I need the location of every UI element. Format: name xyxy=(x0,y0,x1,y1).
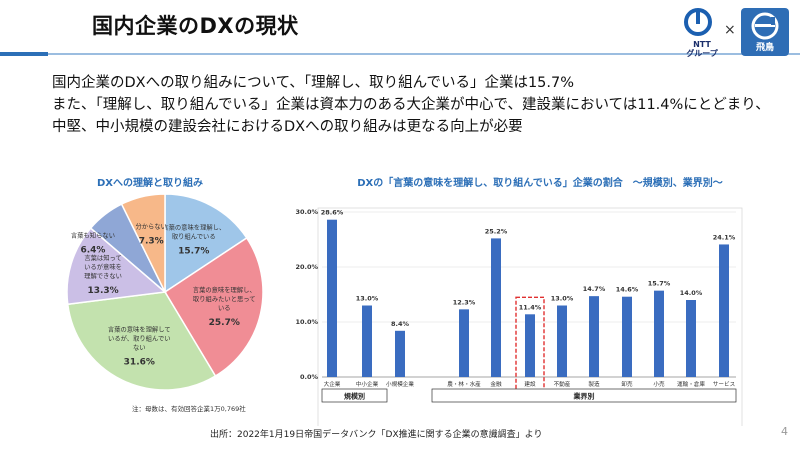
pie-label-line: 分からない xyxy=(135,221,166,230)
bar-chart-title: DXの「言葉の意味を理解し、取り組んでいる」企業の割合 ～規模別、業界別～ xyxy=(357,178,723,189)
pie-chart-title: DXへの理解と取り組み xyxy=(96,178,203,189)
ntt-logo-icon xyxy=(684,8,712,36)
times-sign: × xyxy=(724,22,736,38)
pie-value-label-4: 6.4% xyxy=(80,245,105,255)
title-underline xyxy=(48,53,800,55)
pie-slice-0 xyxy=(164,193,248,294)
x-category-label: 小規模企業 xyxy=(386,380,414,388)
pie-label-line: 言葉も知らない xyxy=(71,230,115,239)
bar-5 xyxy=(525,314,535,377)
y-tick-label: 0.0% xyxy=(300,373,319,381)
pie-chart: 言葉の意味を理解し、取り組んでいる15.7%言葉の意味を理解し、取り組みたいと思… xyxy=(66,193,264,391)
pie-label-5: 分からない 7.3% xyxy=(135,221,166,246)
pie-label-line: 取り組みたいと思って xyxy=(193,294,256,303)
x-category-label: サービス xyxy=(713,380,736,388)
group-box-1 xyxy=(431,388,737,403)
bar-value-label: 8.4% xyxy=(391,320,410,328)
pie-value-label-3: 13.3% xyxy=(87,286,118,296)
pie-label-4: 言葉も知らない 6.4% xyxy=(71,230,115,255)
bar-4 xyxy=(491,238,501,377)
pie-label-line: いるが、取り組んでい xyxy=(108,333,171,342)
intro-line-2: また、「理解し、取り組んでいる」企業は資本力のある大企業が中心で、建設業において… xyxy=(52,97,770,113)
bar-6 xyxy=(557,305,567,377)
bar-value-label: 11.4% xyxy=(519,303,542,311)
bar-value-label: 14.6% xyxy=(616,286,639,294)
asuka-logo-text: 飛鳥 xyxy=(755,43,774,53)
pie-label-line: いるが意味を xyxy=(84,262,122,271)
bar-value-label: 25.2% xyxy=(485,227,508,235)
group-label-0: 規模別 xyxy=(344,392,365,401)
y-tick-label: 30.0% xyxy=(295,208,318,216)
pie-label-line: 言葉は知って xyxy=(84,253,121,262)
group-box-0 xyxy=(321,388,388,403)
group-label-1: 業界別 xyxy=(573,392,595,401)
bar-value-label: 28.6% xyxy=(321,209,344,217)
x-category-label: 中小企業 xyxy=(356,380,379,388)
intro-line-3: 中堅、中小規模の建設会社におけるDXへの取り組みは更なる向上が必要 xyxy=(52,119,523,135)
pie-label-line: いる xyxy=(218,304,231,312)
x-category-label: 卸売 xyxy=(621,380,633,388)
x-category-label: 建設 xyxy=(524,380,536,388)
pie-label-line: 取り組んでいる xyxy=(172,231,216,240)
bar-9 xyxy=(654,290,664,377)
x-category-label: 小売 xyxy=(653,380,665,388)
pie-label-line: 理解できない xyxy=(84,271,122,280)
ntt-group-logo: NTT グループ xyxy=(684,8,720,58)
ntt-logo-text: NTT グループ xyxy=(684,40,720,58)
pie-value-label-1: 25.7% xyxy=(209,318,240,328)
pie-value-label-2: 31.6% xyxy=(124,357,155,367)
pie-value-label-0: 15.7% xyxy=(178,246,209,256)
pie-slice-5 xyxy=(120,193,166,293)
bar-10 xyxy=(686,300,696,377)
y-tick-label: 20.0% xyxy=(295,263,318,271)
bar-3 xyxy=(459,309,469,377)
ntt-logo-line-1: NTT xyxy=(693,40,711,49)
x-category-label: 不動産 xyxy=(554,380,571,388)
page-number: 4 xyxy=(781,425,788,438)
pie-label-0: 言葉の意味を理解し、取り組んでいる 15.7% xyxy=(162,222,225,256)
pie-value-label-5: 7.3% xyxy=(139,236,164,246)
bar-1 xyxy=(362,305,372,377)
bar-value-label: 13.0% xyxy=(551,295,574,303)
x-category-label: 運輸・倉庫 xyxy=(677,380,705,388)
x-category-label: 大企業 xyxy=(324,380,341,388)
pie-label-line: 言葉の意味を理解して xyxy=(108,324,171,333)
x-category-label: 金融 xyxy=(490,380,502,388)
intro-text: 国内企業のDXへの取り組みについて、「理解し、取り組んでいる」企業は15.7% … xyxy=(52,72,770,138)
pie-label-line: 言葉の意味を理解し、 xyxy=(193,285,256,294)
bar-value-label: 12.3% xyxy=(453,298,476,306)
x-category-label: 農・林・水産 xyxy=(447,380,481,388)
ntt-logo-line-2: グループ xyxy=(686,49,718,58)
bar-value-label: 15.7% xyxy=(648,280,671,288)
source-note: 出所：2022年1月19日帝国データバンク「DX推進に関する企業の意識調査」より xyxy=(210,430,543,440)
bar-chart: 0.0% 10.0% 20.0% 30.0% 28.6% 大企業 13.0% 中小企業 8.4%… xyxy=(295,207,743,426)
pie-slice-2 xyxy=(66,291,217,391)
asuka-logo: 飛鳥 xyxy=(741,8,789,56)
asuka-logo-icon xyxy=(751,12,779,40)
x-category-label: 製造 xyxy=(588,380,600,388)
pie-label-line: ない xyxy=(133,343,146,351)
bar-0 xyxy=(327,219,337,377)
bar-value-label: 24.1% xyxy=(713,233,736,241)
pie-slice-3 xyxy=(66,227,167,306)
bar-value-label: 13.0% xyxy=(356,295,379,303)
bar-7 xyxy=(589,296,599,377)
bar-value-label: 14.7% xyxy=(583,285,606,293)
page-title: 国内企業のDXの現状 xyxy=(92,14,299,38)
intro-line-1: 国内企業のDXへの取り組みについて、「理解し、取り組んでいる」企業は15.7% xyxy=(52,75,575,91)
bar-2 xyxy=(395,330,405,377)
pie-slice-1 xyxy=(163,236,264,378)
bar-11 xyxy=(719,244,729,377)
pie-label-line: 言葉の意味を理解し、 xyxy=(162,222,225,231)
bar-8 xyxy=(622,296,632,377)
title-accent-bar xyxy=(0,52,48,56)
pie-chart-note: 注：母数は、有効回答企業1万0,769社 xyxy=(132,405,246,413)
y-tick-label: 10.0% xyxy=(295,318,318,326)
bar-value-label: 14.0% xyxy=(680,289,703,297)
